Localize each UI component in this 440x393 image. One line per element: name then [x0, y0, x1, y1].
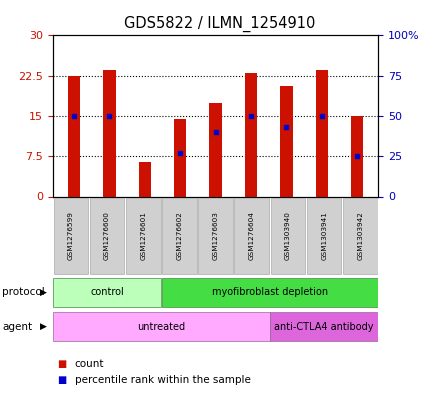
Text: percentile rank within the sample: percentile rank within the sample: [75, 375, 251, 386]
Text: GSM1276600: GSM1276600: [104, 211, 110, 260]
Text: ■: ■: [57, 375, 66, 386]
Bar: [53, 312, 270, 342]
Text: GSM1276604: GSM1276604: [249, 211, 255, 260]
Text: GSM1303940: GSM1303940: [285, 211, 291, 260]
Bar: [343, 198, 378, 274]
Bar: [351, 116, 363, 196]
Bar: [245, 73, 257, 196]
Text: ▶: ▶: [40, 322, 47, 331]
Text: protocol: protocol: [2, 287, 45, 298]
Bar: [126, 198, 161, 274]
Text: GSM1303942: GSM1303942: [357, 211, 363, 260]
Text: anti-CTLA4 antibody: anti-CTLA4 antibody: [275, 321, 374, 332]
Bar: [103, 70, 116, 196]
Text: GDS5822 / ILMN_1254910: GDS5822 / ILMN_1254910: [125, 16, 315, 32]
Bar: [271, 198, 305, 274]
Bar: [315, 70, 328, 196]
Bar: [209, 103, 222, 196]
Text: agent: agent: [2, 321, 32, 332]
Text: GSM1276599: GSM1276599: [68, 211, 74, 260]
Text: myofibroblast depletion: myofibroblast depletion: [212, 287, 328, 298]
Text: count: count: [75, 358, 104, 369]
Bar: [307, 198, 341, 274]
Bar: [161, 277, 378, 307]
Text: GSM1303941: GSM1303941: [321, 211, 327, 260]
Text: untreated: untreated: [137, 321, 185, 332]
Bar: [139, 162, 151, 196]
Bar: [68, 75, 80, 196]
Text: GSM1276603: GSM1276603: [213, 211, 219, 260]
Text: ■: ■: [57, 358, 66, 369]
Text: control: control: [90, 287, 124, 298]
Text: GSM1276602: GSM1276602: [176, 211, 183, 260]
Bar: [235, 198, 269, 274]
Bar: [198, 198, 233, 274]
Bar: [54, 198, 88, 274]
Text: GSM1276601: GSM1276601: [140, 211, 146, 260]
Text: ▶: ▶: [40, 288, 47, 297]
Bar: [90, 198, 125, 274]
Bar: [53, 277, 161, 307]
Bar: [162, 198, 197, 274]
Bar: [174, 119, 187, 196]
Bar: [270, 312, 378, 342]
Bar: [280, 86, 293, 196]
